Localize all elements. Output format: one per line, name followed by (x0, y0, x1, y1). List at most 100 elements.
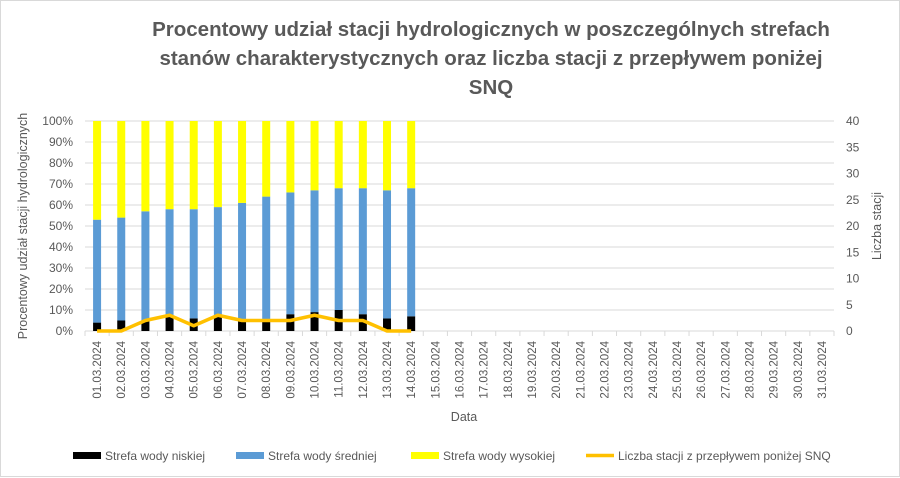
x-tick-label: 02.03.2024 (116, 340, 128, 398)
x-tick-label: 27.03.2024 (720, 340, 732, 398)
x-tick-label: 15.03.2024 (430, 340, 442, 398)
bar-strefa-wody-średniej (334, 188, 343, 310)
bar-strefa-wody-średniej (189, 209, 198, 319)
x-axis-title: Data (451, 410, 477, 424)
y-tick-label: 10% (49, 303, 73, 317)
y-tick-label: 0% (56, 324, 74, 338)
bar-strefa-wody-niskiej (358, 314, 367, 331)
x-tick-label: 31.03.2024 (817, 340, 829, 398)
bar-strefa-wody-wysokiej (286, 121, 295, 193)
y2-tick-label: 15 (846, 245, 860, 259)
x-tick-label: 14.03.2024 (406, 340, 418, 398)
y-tick-label: 90% (49, 135, 73, 149)
y2-tick-label: 40 (846, 114, 860, 128)
x-tick-label: 30.03.2024 (793, 340, 805, 398)
x-tick-label: 06.03.2024 (213, 340, 225, 398)
legend-swatch (236, 452, 264, 459)
y-tick-label: 80% (49, 156, 73, 170)
x-tick-label: 03.03.2024 (140, 340, 152, 398)
x-tick-label: 25.03.2024 (672, 340, 684, 398)
bar-strefa-wody-wysokiej (383, 121, 392, 191)
x-tick-label: 10.03.2024 (310, 340, 322, 398)
bar-strefa-wody-wysokiej (310, 121, 319, 191)
bar-strefa-wody-średniej (358, 188, 367, 315)
bar-strefa-wody-niskiej (238, 320, 247, 331)
legend-label: Liczba stacji z przepływem poniżej SNQ (618, 449, 831, 463)
bar-strefa-wody-wysokiej (93, 121, 102, 220)
legend-label: Strefa wody średniej (268, 449, 377, 463)
bar-strefa-wody-niskiej (117, 320, 126, 331)
x-tick-label: 09.03.2024 (285, 340, 297, 398)
y2-tick-label: 20 (846, 219, 860, 233)
x-tick-label: 05.03.2024 (189, 340, 201, 398)
x-tick-label: 26.03.2024 (696, 340, 708, 398)
legend-label: Strefa wody wysokiej (443, 449, 555, 463)
bar-strefa-wody-wysokiej (213, 121, 222, 208)
bar-strefa-wody-niskiej (310, 312, 319, 331)
x-tick-label: 12.03.2024 (358, 340, 370, 398)
bar-strefa-wody-wysokiej (117, 121, 126, 218)
bar-strefa-wody-niskiej (141, 320, 150, 331)
y2-tick-label: 10 (846, 272, 860, 286)
bar-strefa-wody-średniej (141, 211, 150, 321)
line-snq-stations (97, 313, 412, 333)
bar-strefa-wody-wysokiej (189, 121, 198, 210)
y2-tick-label: 30 (846, 167, 860, 181)
x-tick-label: 28.03.2024 (744, 340, 756, 398)
bar-strefa-wody-średniej (213, 207, 222, 317)
bar-strefa-wody-średniej (165, 209, 174, 317)
x-tick-label: 22.03.2024 (599, 340, 611, 398)
x-tick-label: 19.03.2024 (527, 340, 539, 398)
y-tick-label: 70% (49, 177, 73, 191)
bar-strefa-wody-niskiej (286, 314, 295, 331)
bar-strefa-wody-średniej (262, 196, 271, 321)
y-tick-label: 40% (49, 240, 73, 254)
y2-axis-title: Liczba stacji (870, 192, 884, 260)
bar-strefa-wody-średniej (383, 190, 392, 319)
x-tick-label: 13.03.2024 (382, 340, 394, 398)
y2-tick-label: 25 (846, 193, 860, 207)
y-tick-label: 60% (49, 198, 73, 212)
bar-strefa-wody-wysokiej (238, 121, 247, 203)
y2-tick-label: 5 (846, 298, 853, 312)
bar-strefa-wody-wysokiej (141, 121, 150, 212)
y2-tick-label: 0 (846, 324, 853, 338)
bar-strefa-wody-wysokiej (407, 121, 416, 189)
bar-strefa-wody-wysokiej (334, 121, 343, 189)
x-tick-label: 18.03.2024 (503, 340, 515, 398)
x-tick-label: 01.03.2024 (92, 340, 104, 398)
bar-strefa-wody-niskiej (262, 320, 271, 331)
x-tick-label: 16.03.2024 (455, 340, 467, 398)
bar-strefa-wody-średniej (310, 190, 319, 313)
legend-swatch (411, 452, 439, 459)
x-tick-label: 21.03.2024 (575, 340, 587, 398)
bar-strefa-wody-niskiej (93, 322, 102, 331)
legend-label: Strefa wody niskiej (105, 449, 205, 463)
bar-strefa-wody-niskiej (213, 316, 222, 331)
y-tick-label: 100% (42, 114, 73, 128)
x-tick-label: 17.03.2024 (479, 340, 491, 398)
bar-strefa-wody-niskiej (407, 316, 416, 331)
x-tick-label: 23.03.2024 (624, 340, 636, 398)
y-tick-label: 30% (49, 261, 73, 275)
bar-strefa-wody-średniej (286, 192, 295, 315)
y2-tick-label: 35 (846, 140, 860, 154)
bar-strefa-wody-średniej (407, 188, 416, 317)
bar-strefa-wody-wysokiej (358, 121, 367, 189)
x-tick-label: 04.03.2024 (165, 340, 177, 398)
bar-strefa-wody-wysokiej (262, 121, 271, 197)
x-tick-label: 07.03.2024 (237, 340, 249, 398)
bar-strefa-wody-wysokiej (165, 121, 174, 210)
bar-strefa-wody-średniej (238, 202, 247, 321)
bar-strefa-wody-niskiej (165, 316, 174, 331)
bar-strefa-wody-niskiej (383, 318, 392, 331)
x-tick-label: 08.03.2024 (261, 340, 273, 398)
y-tick-label: 50% (49, 219, 73, 233)
x-tick-label: 29.03.2024 (769, 340, 781, 398)
bar-strefa-wody-średniej (117, 217, 126, 321)
x-tick-label: 11.03.2024 (334, 340, 346, 397)
x-tick-label: 20.03.2024 (551, 340, 563, 398)
legend-swatch (73, 452, 101, 459)
